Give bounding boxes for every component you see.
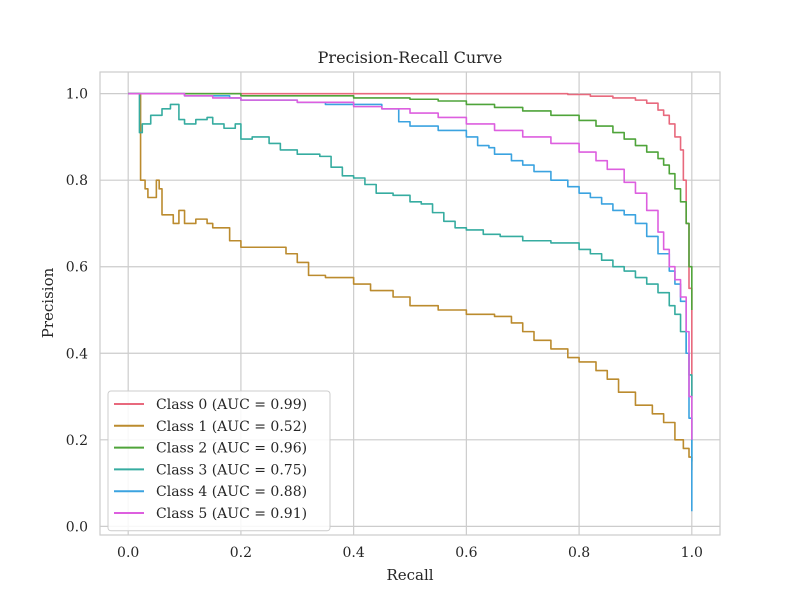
x-tick-label: 0.6	[455, 545, 477, 561]
plot-frame	[99, 71, 721, 536]
y-tick-label: 0.4	[66, 346, 88, 362]
y-axis-title: Precision	[39, 267, 57, 338]
tick-labels: 0.0 0.2 0.4 0.6 0.8 1.0 0.0 0.2 0.4 0.6 0.8 1.0	[66, 87, 703, 561]
series-line-class-5	[128, 92, 693, 440]
y-tick-label: 0.6	[66, 260, 88, 276]
series-line-class-2	[128, 92, 693, 310]
legend-label-class-4: Class 4 (AUC = 0.88)	[156, 484, 307, 500]
series-line-class-0	[128, 92, 693, 397]
legend: Class 0 (AUC = 0.99) Class 1 (AUC = 0.52)…	[107, 390, 331, 532]
x-tick-label: 0.8	[568, 545, 590, 561]
series-line-class-1	[128, 92, 693, 471]
chart-title: Precision-Recall Curve	[318, 48, 503, 67]
series-line-class-3	[128, 92, 693, 462]
x-axis-title: Recall	[386, 566, 433, 584]
legend-label-class-1: Class 1 (AUC = 0.52)	[156, 419, 307, 435]
legend-label-class-0: Class 0 (AUC = 0.99)	[156, 397, 307, 413]
x-tick-label: 1.0	[681, 545, 703, 561]
legend-label-class-2: Class 2 (AUC = 0.96)	[156, 441, 307, 457]
x-tick-label: 0.2	[230, 545, 252, 561]
y-tick-label: 0.8	[66, 173, 88, 189]
y-tick-label: 1.0	[66, 87, 88, 103]
x-tick-label: 0.4	[343, 545, 365, 561]
legend-label-class-3: Class 3 (AUC = 0.75)	[156, 462, 307, 478]
legend-box	[107, 390, 331, 532]
y-tick-label: 0.0	[66, 519, 88, 535]
series-layer	[128, 92, 693, 512]
legend-label-class-5: Class 5 (AUC = 0.91)	[156, 506, 307, 522]
x-tick-label: 0.0	[117, 545, 139, 561]
y-tick-label: 0.2	[66, 433, 88, 449]
